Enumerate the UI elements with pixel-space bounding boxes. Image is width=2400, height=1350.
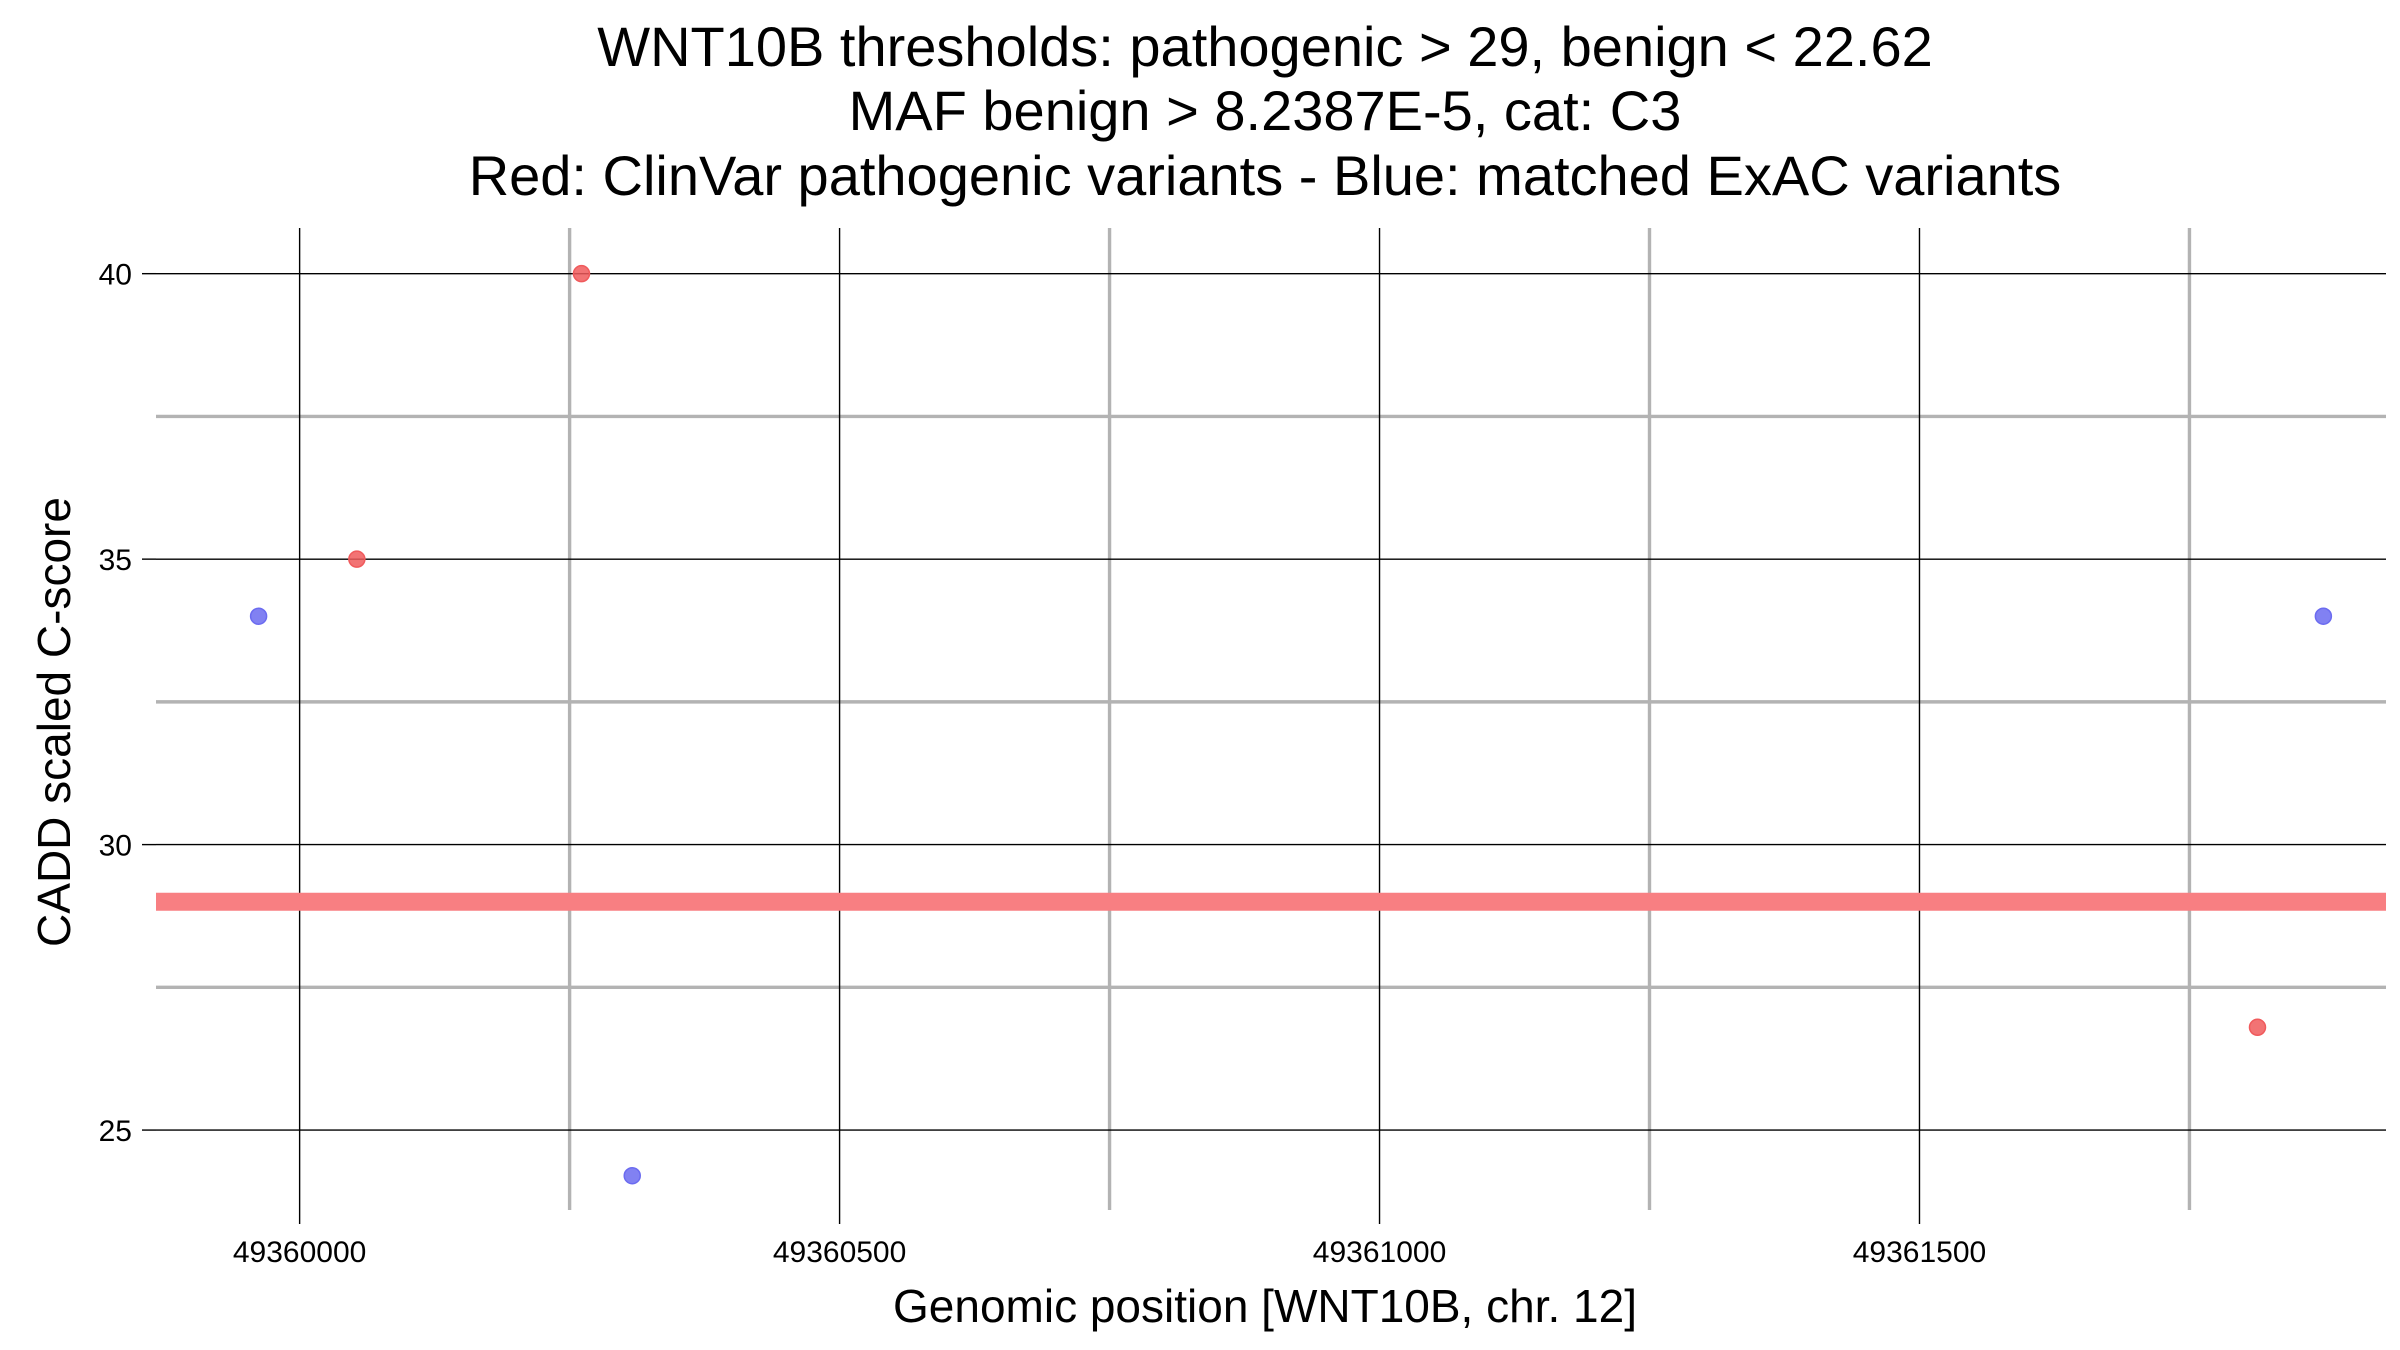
title-line-3: Red: ClinVar pathogenic variants - Blue:… <box>469 144 2062 207</box>
y-axis-title: CADD scaled C-score <box>28 497 80 947</box>
series-1-point-2 <box>2314 607 2333 625</box>
y-tick-label-2: 35 <box>99 544 132 577</box>
series-1-point-1 <box>623 1166 641 1185</box>
x-tick-label-2: 49361000 <box>1313 1236 1446 1269</box>
axes-layer: 25 30 35 40 49360000 49360500 49361000 49361500 <box>99 259 1987 1269</box>
series-0-point-0 <box>348 550 366 568</box>
title-line-2: MAF benign > 8.2387E-5, cat: C3 <box>849 79 1682 142</box>
minor-grid <box>156 228 2386 1210</box>
major-grid <box>156 228 2386 1210</box>
title-line-1: WNT10B thresholds: pathogenic > 29, beni… <box>597 15 1933 78</box>
y-tick-label-1: 30 <box>99 830 132 863</box>
points-layer <box>249 264 2333 1185</box>
x-tick-label-3: 49361500 <box>1853 1236 1986 1269</box>
x-tick-label-1: 49360500 <box>773 1236 906 1269</box>
x-axis-title: Genomic position [WNT10B, chr. 12] <box>893 1280 1637 1332</box>
y-tick-label-0: 25 <box>99 1115 132 1148</box>
series-1-point-0 <box>249 607 268 625</box>
y-tick-label-3: 40 <box>99 259 132 292</box>
series-0-point-2 <box>2248 1018 2267 1037</box>
series-0-point-1 <box>572 264 591 283</box>
x-tick-label-0: 49360000 <box>233 1236 366 1269</box>
chart-title: WNT10B thresholds: pathogenic > 29, beni… <box>469 15 2062 207</box>
